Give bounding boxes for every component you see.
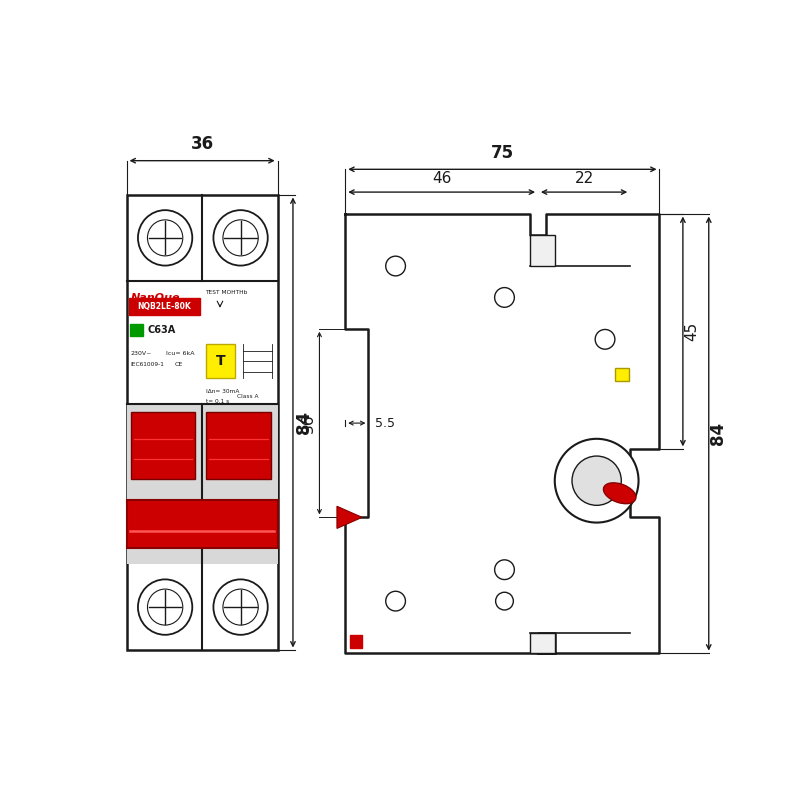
Ellipse shape (603, 483, 636, 504)
Ellipse shape (214, 210, 268, 266)
Circle shape (595, 330, 615, 349)
Ellipse shape (147, 220, 182, 256)
Text: 36: 36 (190, 135, 214, 154)
Bar (350, 634, 362, 648)
Circle shape (494, 287, 514, 307)
Text: 84: 84 (709, 422, 727, 445)
Bar (530, 633, 554, 654)
Polygon shape (346, 214, 659, 654)
Text: 36: 36 (301, 414, 316, 433)
Bar (129, 298, 200, 315)
Ellipse shape (147, 589, 182, 625)
Text: 84: 84 (295, 411, 313, 434)
Text: NQB2LE-80K: NQB2LE-80K (138, 302, 191, 311)
Text: 75: 75 (491, 144, 514, 162)
Text: 22: 22 (574, 171, 594, 186)
Text: IΔn= 30mA: IΔn= 30mA (206, 390, 239, 394)
Bar (126, 194, 278, 650)
Text: IEC61009-1: IEC61009-1 (130, 362, 164, 367)
Text: TEST MOHTHb: TEST MOHTHb (205, 290, 247, 294)
Circle shape (386, 591, 406, 611)
Bar (530, 234, 554, 266)
Text: 230V~: 230V~ (130, 350, 152, 356)
Text: CE: CE (175, 362, 183, 367)
Bar (615, 368, 629, 382)
Bar (206, 412, 270, 479)
Ellipse shape (138, 210, 192, 266)
Bar (126, 500, 278, 548)
Ellipse shape (223, 220, 258, 256)
Text: Class A: Class A (237, 394, 258, 399)
Text: T: T (216, 354, 226, 369)
Text: 5.5: 5.5 (374, 417, 394, 430)
Text: Icu= 6kA: Icu= 6kA (166, 350, 194, 356)
Circle shape (496, 592, 514, 610)
Bar (131, 412, 195, 479)
Text: 45: 45 (685, 322, 700, 341)
Text: 46: 46 (432, 171, 451, 186)
Circle shape (494, 560, 514, 579)
Circle shape (572, 456, 622, 506)
Ellipse shape (214, 579, 268, 635)
Circle shape (386, 256, 406, 276)
Text: t= 0.1 s: t= 0.1 s (206, 399, 229, 404)
Text: C63A: C63A (147, 325, 176, 335)
Bar (206, 345, 235, 378)
Ellipse shape (223, 589, 258, 625)
Text: NanQue: NanQue (130, 292, 180, 302)
Bar (130, 324, 142, 336)
Ellipse shape (138, 579, 192, 635)
Polygon shape (337, 506, 362, 529)
Circle shape (554, 439, 638, 522)
Bar (126, 404, 278, 564)
